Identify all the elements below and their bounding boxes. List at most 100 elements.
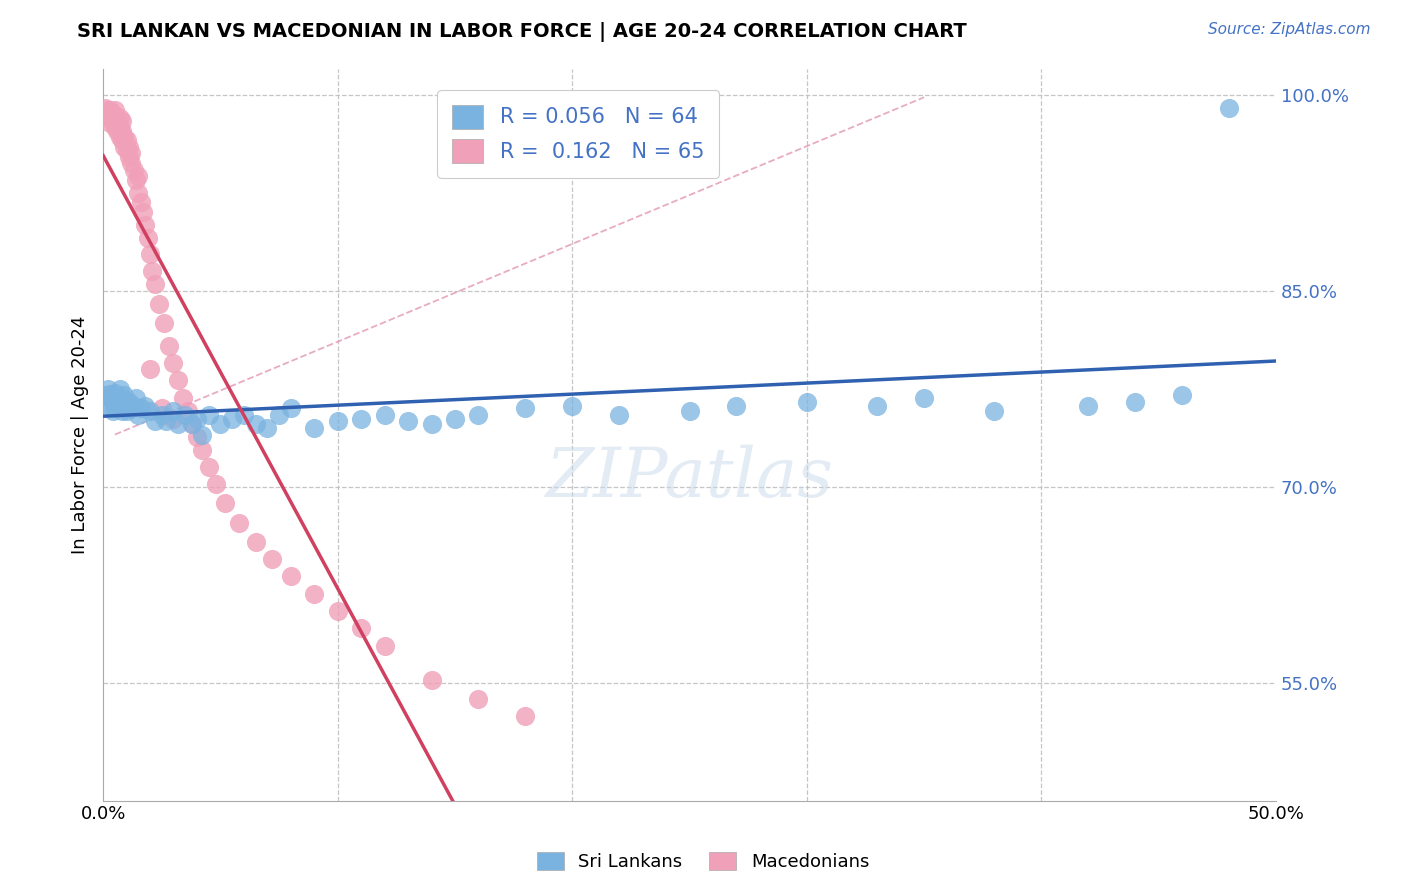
Point <box>678 404 700 418</box>
Point <box>1123 395 1146 409</box>
Point <box>245 417 267 431</box>
Point <box>112 129 135 144</box>
Point <box>112 140 135 154</box>
Point <box>150 408 173 422</box>
Point <box>108 120 131 135</box>
Point <box>983 404 1005 418</box>
Point <box>420 417 443 431</box>
Point <box>118 150 141 164</box>
Point <box>209 417 232 431</box>
Point <box>97 103 120 118</box>
Point <box>97 382 120 396</box>
Point <box>129 194 152 209</box>
Point <box>111 391 134 405</box>
Point <box>167 373 190 387</box>
Point <box>302 587 325 601</box>
Point <box>181 417 204 431</box>
Point <box>108 382 131 396</box>
Point <box>350 412 373 426</box>
Point <box>134 399 156 413</box>
Point <box>326 415 349 429</box>
Point <box>115 133 138 147</box>
Point <box>105 124 128 138</box>
Y-axis label: In Labor Force | Age 20-24: In Labor Force | Age 20-24 <box>72 316 89 554</box>
Point <box>204 477 226 491</box>
Point <box>122 163 145 178</box>
Point <box>162 412 184 426</box>
Point <box>112 388 135 402</box>
Point <box>232 408 254 422</box>
Point <box>866 399 889 413</box>
Point <box>120 155 142 169</box>
Point <box>129 401 152 416</box>
Point <box>280 401 302 416</box>
Point <box>98 399 121 413</box>
Point <box>122 399 145 413</box>
Point <box>136 231 159 245</box>
Point <box>197 460 219 475</box>
Point <box>94 101 117 115</box>
Point <box>143 277 166 292</box>
Point <box>420 673 443 688</box>
Point <box>94 107 117 121</box>
Point <box>153 317 176 331</box>
Point <box>118 140 141 154</box>
Point <box>725 399 748 413</box>
Point <box>150 401 173 416</box>
Point <box>176 404 198 418</box>
Point <box>796 395 818 409</box>
Point <box>132 205 155 219</box>
Point <box>118 395 141 409</box>
Point <box>111 404 134 418</box>
Point <box>174 408 197 422</box>
Point <box>101 107 124 121</box>
Point <box>125 391 148 405</box>
Point <box>190 443 212 458</box>
Text: ZIPatlas: ZIPatlas <box>546 445 834 512</box>
Point <box>256 421 278 435</box>
Point <box>374 408 396 422</box>
Point <box>162 356 184 370</box>
Point <box>143 415 166 429</box>
Point <box>172 391 194 405</box>
Point <box>561 399 583 413</box>
Point <box>105 113 128 128</box>
Point <box>912 391 935 405</box>
Point <box>396 415 419 429</box>
Point <box>127 169 149 183</box>
Point <box>141 264 163 278</box>
Point <box>302 421 325 435</box>
Point <box>101 113 124 128</box>
Text: SRI LANKAN VS MACEDONIAN IN LABOR FORCE | AGE 20-24 CORRELATION CHART: SRI LANKAN VS MACEDONIAN IN LABOR FORCE … <box>77 22 967 42</box>
Point <box>139 247 162 261</box>
Point <box>467 691 489 706</box>
Point <box>190 427 212 442</box>
Point <box>197 408 219 422</box>
Point <box>120 401 142 416</box>
Point <box>245 534 267 549</box>
Point <box>120 146 142 161</box>
Point <box>104 112 127 126</box>
Point <box>515 401 537 416</box>
Point <box>350 621 373 635</box>
Point <box>111 113 134 128</box>
Point <box>326 604 349 618</box>
Point <box>181 417 204 431</box>
Point <box>105 391 128 405</box>
Point <box>157 339 180 353</box>
Point <box>155 415 177 429</box>
Legend: Sri Lankans, Macedonians: Sri Lankans, Macedonians <box>530 845 876 879</box>
Point <box>162 404 184 418</box>
Point <box>260 551 283 566</box>
Point <box>139 404 162 418</box>
Point <box>134 219 156 233</box>
Point <box>108 399 131 413</box>
Point <box>221 412 243 426</box>
Point <box>444 412 467 426</box>
Point <box>104 385 127 400</box>
Point <box>115 404 138 418</box>
Point <box>127 408 149 422</box>
Point <box>1171 388 1194 402</box>
Point <box>1218 101 1240 115</box>
Point <box>101 395 124 409</box>
